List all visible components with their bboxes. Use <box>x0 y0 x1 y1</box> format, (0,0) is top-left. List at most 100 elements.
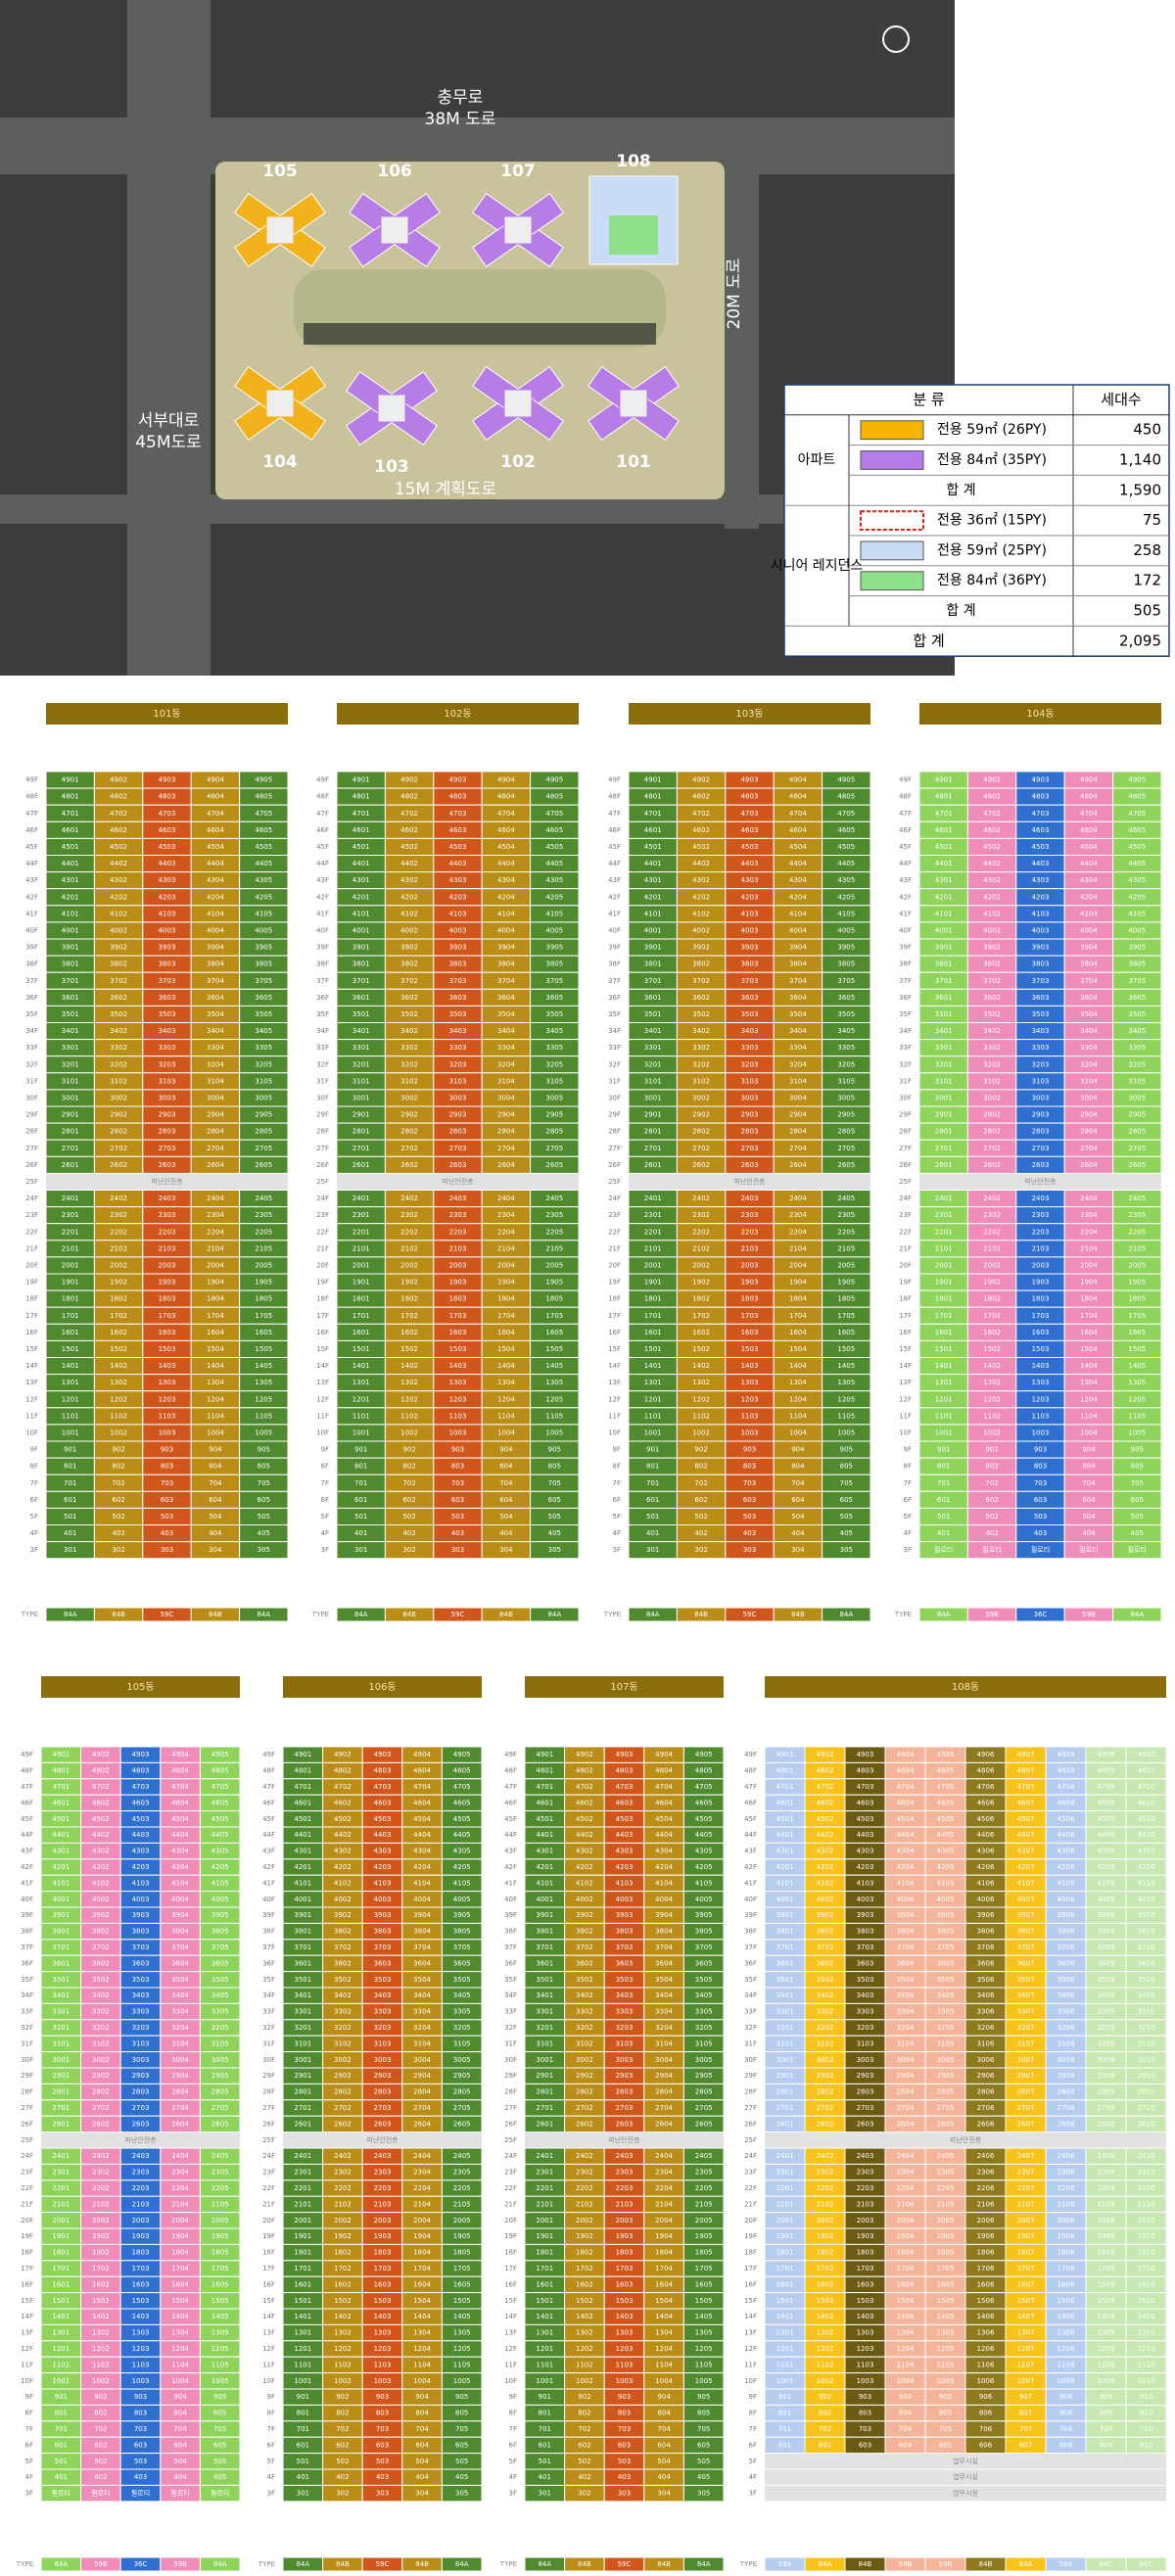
unit-number: 4802 <box>817 1767 834 1775</box>
unit-number: 4205 <box>453 1863 471 1871</box>
unit-number: 3105 <box>212 2039 229 2047</box>
unit-number: 1802 <box>400 1295 418 1303</box>
type-name: 84B <box>657 2560 671 2568</box>
unit-number: 1806 <box>977 2249 995 2257</box>
unit-number: 4403 <box>741 860 759 867</box>
unit-number: 3704 <box>789 977 807 985</box>
unit-number: 3304 <box>1080 1044 1098 1052</box>
floor-label: 40F <box>608 926 621 934</box>
unit-number: 1203 <box>374 2345 392 2353</box>
unit-number: 4602 <box>692 826 710 834</box>
unit-number: 4805 <box>545 793 563 801</box>
unit-number: 4402 <box>92 1831 110 1839</box>
unit-number: 3204 <box>171 2024 189 2032</box>
unit-number: 필로티 <box>52 2489 70 2498</box>
unit-number: 2801 <box>352 1128 370 1136</box>
unit-number: 1201 <box>935 1395 953 1403</box>
unit-number: 4905 <box>212 1751 229 1758</box>
unit-number: 504 <box>1082 1513 1096 1521</box>
floor-label: 10F <box>25 1429 38 1436</box>
unit-number: 4902 <box>92 1751 110 1758</box>
unit-number: 1404 <box>1080 1362 1098 1370</box>
unit-number: 1604 <box>655 2280 673 2288</box>
floor-label: 8F <box>613 1463 621 1471</box>
unit-number: 3903 <box>616 1911 634 1919</box>
unit-number: 1202 <box>92 2345 110 2353</box>
unit-number: 3203 <box>1032 1060 1050 1068</box>
floor-label: 29F <box>504 2072 517 2080</box>
unit-number: 1010 <box>1138 2377 1155 2385</box>
unit-number: 3302 <box>110 1044 127 1052</box>
unit-number: 3309 <box>1098 2008 1115 2016</box>
unit-number: 1303 <box>449 1379 467 1386</box>
unit-number: 2205 <box>837 1228 855 1236</box>
unit-number: 2401 <box>62 1194 79 1202</box>
unit-number: 3804 <box>789 960 807 968</box>
unit-number: 4604 <box>207 826 224 834</box>
unit-number: 2105 <box>837 1244 855 1252</box>
unit-number: 2707 <box>1017 2104 1035 2112</box>
unit-number: 1502 <box>92 2297 110 2305</box>
unit-number: 905 <box>697 2393 710 2401</box>
floor-label: 5F <box>30 1513 38 1521</box>
unit-number: 1710 <box>1138 2265 1155 2272</box>
unit-number: 2602 <box>692 1161 710 1169</box>
unit-number: 3801 <box>294 1928 311 1936</box>
unit-number: 3401 <box>352 1027 370 1035</box>
unit-number: 3603 <box>857 1959 874 1967</box>
unit-number: 802 <box>694 1463 707 1471</box>
unit-number: 4908 <box>1058 1751 1075 1758</box>
unit-number: 4502 <box>110 843 127 851</box>
legend-header: 세대수 <box>1101 391 1141 408</box>
unit-number: 3801 <box>62 960 79 968</box>
unit-number: 4102 <box>334 1879 352 1887</box>
unit-number: 1601 <box>62 1329 79 1336</box>
unit-number: 2804 <box>497 1128 515 1136</box>
floor-label: 4F <box>749 2473 757 2481</box>
unit-number: 4502 <box>692 843 710 851</box>
unit-number: 3001 <box>352 1094 370 1101</box>
unit-number: 3501 <box>536 1976 553 1984</box>
floor-label: 49F <box>21 1751 33 1758</box>
unit-number: 2910 <box>1138 2072 1155 2080</box>
unit-number: 3209 <box>1098 2024 1115 2032</box>
unit-number: 2103 <box>374 2200 392 2208</box>
floor-label: 38F <box>744 1928 757 1936</box>
unit-number: 2105 <box>212 2200 229 2208</box>
unit-number: 2301 <box>536 2169 553 2177</box>
unit-number: 3702 <box>817 1944 834 1951</box>
unit-number: 3003 <box>616 2056 634 2064</box>
unit-number: 4603 <box>857 1799 874 1806</box>
unit-number: 705 <box>548 1479 561 1487</box>
unit-number: 3103 <box>374 2039 392 2047</box>
unit-number: 4505 <box>255 843 272 851</box>
unit-number: 4105 <box>212 1879 229 1887</box>
unit-number: 3503 <box>374 1976 392 1984</box>
unit-number: 4505 <box>837 843 855 851</box>
unit-number: 404 <box>499 1529 513 1537</box>
unit-number: 3504 <box>413 1976 431 1984</box>
unit-number: 2601 <box>52 2120 70 2128</box>
building-core <box>619 389 648 418</box>
unit-number: 2601 <box>935 1161 953 1169</box>
floor-label: 34F <box>504 1991 517 1999</box>
unit-number: 4604 <box>413 1799 431 1806</box>
unit-number: 2604 <box>655 2120 673 2128</box>
floor-label: 37F <box>262 1944 275 1951</box>
unit-number: 3703 <box>741 977 759 985</box>
floor-label: 36F <box>899 994 912 1002</box>
type-name: 59B <box>173 2560 187 2568</box>
unit-number: 807 <box>1019 2410 1032 2417</box>
unit-number: 2101 <box>352 1244 370 1252</box>
unit-number: 3804 <box>413 1928 431 1936</box>
unit-number: 1605 <box>837 1329 855 1336</box>
unit-number: 2202 <box>334 2184 352 2192</box>
floor-label: 16F <box>504 2280 517 2288</box>
floor-label: 22F <box>608 1228 621 1236</box>
floor-label: 35F <box>504 1976 517 1984</box>
unit-number: 903 <box>1034 1446 1047 1454</box>
unit-number: 3102 <box>334 2039 352 2047</box>
unit-number: 3304 <box>207 1044 224 1052</box>
unit-number: 필로티 <box>1079 1545 1098 1554</box>
unit-number: 3308 <box>1058 2008 1075 2016</box>
